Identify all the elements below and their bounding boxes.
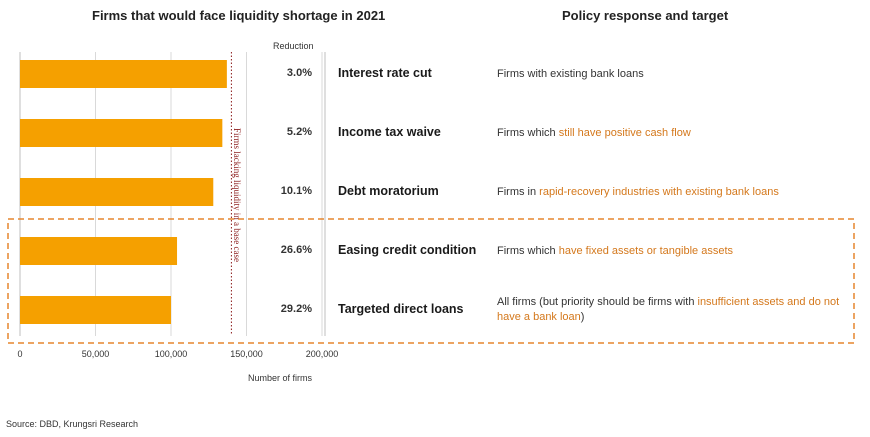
bar	[20, 60, 227, 88]
policy-name: Targeted direct loans	[338, 302, 464, 316]
highlight-box	[7, 218, 855, 344]
x-tick-label: 150,000	[230, 349, 263, 359]
reduction-value: 26.6%	[280, 244, 312, 256]
target-highlight-text: still have positive cash flow	[558, 127, 691, 139]
policy-name: Debt moratorium	[338, 184, 439, 198]
x-tick-label: 50,000	[82, 349, 110, 359]
bar	[20, 119, 223, 147]
reduction-value: 3.0%	[286, 67, 312, 79]
reduction-value: 10.1%	[280, 185, 312, 197]
policy-name: Interest rate cut	[338, 66, 432, 80]
reduction-header: Reduction	[273, 41, 314, 51]
reduction-value: 29.2%	[280, 303, 312, 315]
target-text: Firms in	[497, 186, 540, 198]
policy-target: All firms (but priority should be firms …	[497, 295, 849, 325]
target-highlight-text: rapid-recovery industries with existing …	[539, 186, 779, 198]
x-tick-label: 200,000	[306, 349, 339, 359]
policy-name: Income tax waive	[338, 125, 441, 139]
bar	[20, 237, 178, 265]
target-text: All firms (but priority should be firms …	[497, 296, 698, 308]
source-note: Source: DBD, Krungsri Research	[6, 419, 139, 429]
bar	[20, 296, 171, 324]
x-tick-label: 100,000	[155, 349, 188, 359]
target-text: )	[580, 311, 585, 323]
target-text: Firms with existing bank loans	[497, 68, 644, 80]
reference-line-label: Firms lacking liquidity in a base case	[232, 128, 242, 262]
reduction-value: 5.2%	[286, 126, 312, 138]
target-text: Firms which	[497, 127, 559, 139]
policy-target: Firms with existing bank loans	[497, 67, 849, 82]
policy-name: Easing credit condition	[338, 243, 477, 257]
target-text: Firms which	[497, 245, 559, 257]
policy-target: Firms which have fixed assets or tangibl…	[497, 244, 849, 259]
policy-section-title: Policy response and target	[562, 8, 729, 23]
chart-title: Firms that would face liquidity shortage…	[92, 8, 386, 23]
target-highlight-text: insufficient assets and do not have a ba…	[497, 296, 840, 323]
target-highlight-text: have fixed assets or tangible assets	[558, 245, 733, 257]
bar	[20, 178, 214, 206]
x-tick-label: 0	[17, 349, 22, 359]
policy-target: Firms which still have positive cash flo…	[497, 126, 849, 141]
x-axis-label: Number of firms	[248, 373, 313, 383]
policy-target: Firms in rapid-recovery industries with …	[497, 185, 849, 200]
